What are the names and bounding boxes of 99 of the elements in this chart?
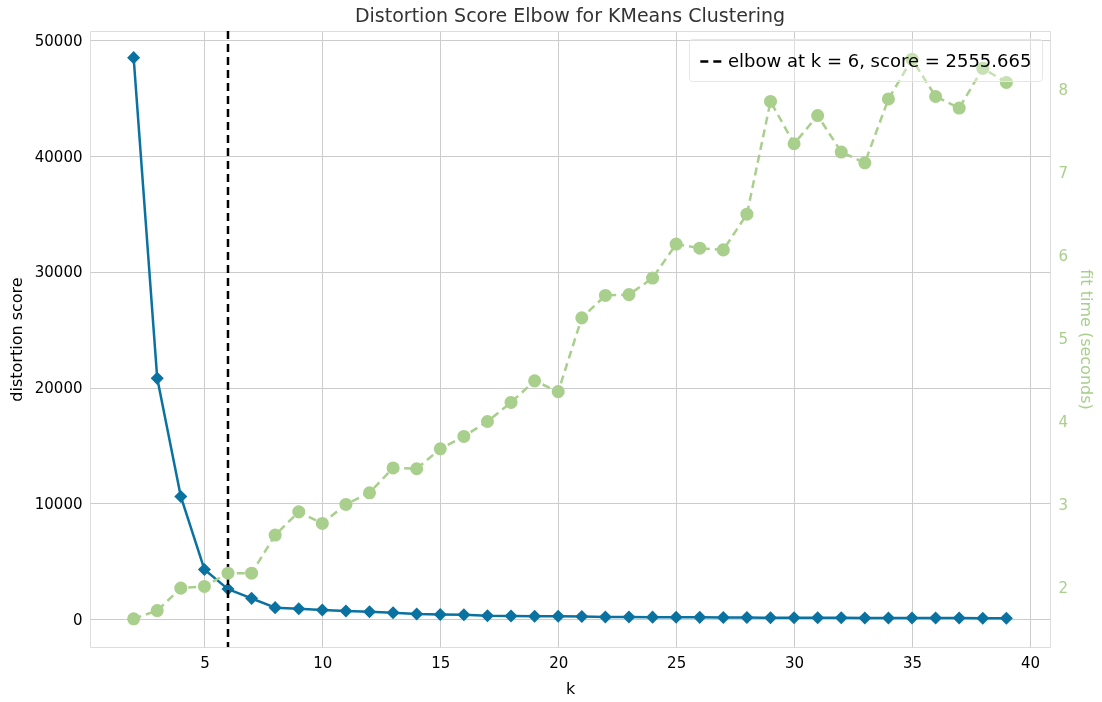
point <box>386 461 400 475</box>
point <box>622 288 636 302</box>
point <box>669 610 683 624</box>
point <box>740 611 754 625</box>
point <box>410 607 424 621</box>
point <box>268 528 282 542</box>
point <box>433 608 447 622</box>
point <box>811 611 825 625</box>
point <box>221 566 235 580</box>
point <box>292 602 306 616</box>
y-axis-title: distortion score <box>6 277 26 402</box>
point <box>787 611 801 625</box>
point <box>598 610 612 624</box>
point <box>504 395 518 409</box>
point <box>669 237 683 251</box>
point <box>315 603 329 617</box>
point <box>834 145 848 159</box>
point <box>952 101 966 115</box>
point <box>575 311 589 325</box>
y2-axis-title: fit time (seconds) <box>1077 269 1097 410</box>
point <box>410 462 424 476</box>
point <box>716 243 730 257</box>
point <box>646 271 660 285</box>
y-tick-label: 50000 <box>34 31 83 50</box>
point <box>881 611 895 625</box>
point <box>976 611 990 625</box>
x-tick-label: 20 <box>549 653 569 672</box>
y2-tick-label: 5 <box>1058 330 1069 349</box>
point <box>905 611 919 625</box>
y-tick-label: 20000 <box>34 379 83 398</box>
point <box>858 611 872 625</box>
y-tick-label: 10000 <box>34 494 83 513</box>
point <box>339 604 353 618</box>
point <box>929 89 943 103</box>
point <box>339 497 353 511</box>
point <box>197 562 211 576</box>
point <box>480 414 494 428</box>
point <box>598 288 612 302</box>
point <box>480 609 494 623</box>
point <box>457 429 471 443</box>
point <box>575 610 589 624</box>
point <box>433 442 447 456</box>
point <box>834 611 848 625</box>
point <box>740 207 754 221</box>
point <box>693 241 707 255</box>
y-tick-label: 40000 <box>34 147 83 166</box>
y2-tick-label: 6 <box>1058 247 1069 266</box>
point <box>150 371 164 385</box>
y2-tick-label: 8 <box>1058 81 1069 100</box>
point <box>716 610 730 624</box>
y-tick-label: 30000 <box>34 263 83 282</box>
point <box>622 610 636 624</box>
x-tick-label: 40 <box>1020 653 1040 672</box>
point <box>763 94 778 108</box>
point <box>362 486 377 500</box>
point <box>245 591 259 605</box>
point <box>174 489 188 503</box>
x-tick-label: 15 <box>431 653 451 672</box>
y2-tick-label: 2 <box>1058 578 1069 597</box>
point <box>127 612 141 626</box>
chart-title: Distortion Score Elbow for KMeans Clustering <box>354 3 786 26</box>
point <box>693 610 707 624</box>
point <box>245 566 259 580</box>
x-tick-label: 35 <box>902 653 923 672</box>
point <box>551 385 565 399</box>
point <box>362 605 377 619</box>
point <box>763 611 778 625</box>
point <box>292 505 306 519</box>
point <box>528 609 542 623</box>
x-tick-label: 30 <box>785 653 805 672</box>
point <box>551 609 565 623</box>
point <box>787 137 801 151</box>
point <box>268 601 282 615</box>
x-tick-label: 5 <box>200 653 210 672</box>
y-tick-label: 0 <box>72 610 83 629</box>
point <box>457 608 471 622</box>
point <box>528 374 542 388</box>
y2-tick-label: 4 <box>1058 412 1069 431</box>
point <box>952 611 966 625</box>
x-tick-label: 10 <box>313 653 333 672</box>
point <box>929 611 943 625</box>
point <box>646 610 660 624</box>
point <box>174 581 188 595</box>
ref-line-label: elbow at k = 6, score = 2555.665 <box>728 49 1032 71</box>
point <box>197 579 211 593</box>
point <box>999 611 1013 625</box>
x-tick-label: 25 <box>667 653 687 672</box>
point <box>881 92 895 106</box>
y2-tick-label: 7 <box>1058 164 1069 183</box>
point <box>811 109 825 123</box>
point <box>504 609 518 623</box>
point <box>315 516 329 530</box>
y2-tick-label: 3 <box>1058 495 1069 514</box>
x-axis-title: k <box>565 678 576 698</box>
point <box>150 604 164 618</box>
point <box>127 51 141 65</box>
point <box>858 156 872 170</box>
point <box>386 606 400 620</box>
point <box>999 75 1013 89</box>
